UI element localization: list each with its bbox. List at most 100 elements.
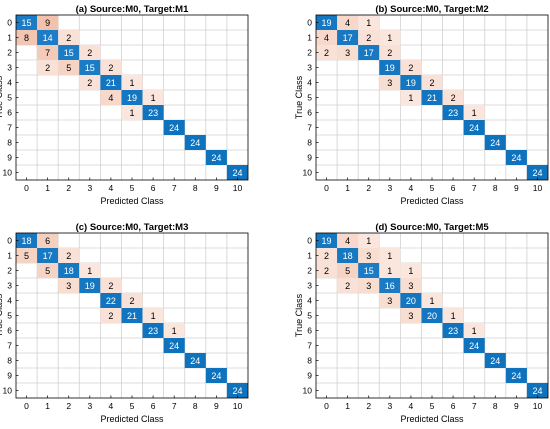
- y-tick-label: 3: [307, 63, 312, 73]
- cell-value-label: 2: [324, 251, 329, 261]
- y-tick-label: 8: [7, 356, 12, 366]
- y-axis-label: True Class: [0, 293, 4, 337]
- y-tick-label: 10: [303, 386, 313, 396]
- cell-value-label: 16: [385, 281, 395, 291]
- cell-value-label: 8: [24, 33, 29, 43]
- y-tick-label: 6: [7, 326, 12, 336]
- matrix-cell: [37, 248, 59, 263]
- cell-value-label: 1: [472, 108, 477, 118]
- y-tick-label: 9: [307, 153, 312, 163]
- matrix-cell: [337, 278, 359, 293]
- cell-value-label: 19: [322, 18, 332, 28]
- matrix-cell: [358, 248, 380, 263]
- x-tick-label: 7: [472, 183, 477, 193]
- matrix-cell: [79, 75, 101, 90]
- confusion-matrix-panel-0: 15 98 14 27 15 22 5 15 22 21 14 19 11 232424242400112…: [0, 4, 249, 206]
- cell-value-label: 18: [343, 251, 353, 261]
- matrix-cell: [100, 293, 122, 308]
- y-tick-label: 1: [7, 251, 12, 261]
- cell-value-label: 4: [324, 33, 329, 43]
- matrix-cell: [358, 278, 380, 293]
- cell-value-label: 5: [66, 63, 71, 73]
- y-tick-label: 2: [307, 266, 312, 276]
- x-tick-label: 6: [451, 401, 456, 411]
- cell-value-label: 21: [427, 93, 437, 103]
- cell-value-label: 18: [64, 266, 74, 276]
- x-tick-label: 3: [387, 183, 392, 193]
- matrix-cell: [184, 135, 206, 150]
- x-tick-label: 0: [24, 401, 29, 411]
- cell-value-label: 2: [87, 48, 92, 58]
- matrix-cell: [379, 263, 401, 278]
- cell-value-label: 4: [345, 236, 350, 246]
- cell-value-label: 17: [343, 33, 353, 43]
- matrix-cell: [58, 60, 80, 75]
- matrix-cell: [505, 368, 527, 383]
- x-axis-label: Predicted Class: [400, 414, 464, 424]
- x-tick-label: 6: [151, 401, 156, 411]
- cell-value-label: 6: [45, 236, 50, 246]
- x-tick-label: 9: [214, 183, 219, 193]
- matrix-cell: [16, 15, 38, 30]
- matrix-cell: [100, 278, 122, 293]
- cell-value-label: 17: [364, 48, 374, 58]
- cell-value-label: 3: [66, 281, 71, 291]
- x-tick-label: 7: [172, 401, 177, 411]
- matrix-cell: [226, 383, 248, 398]
- cell-value-label: 14: [43, 33, 53, 43]
- matrix-cell: [463, 338, 485, 353]
- cell-value-label: 20: [427, 311, 437, 321]
- cell-value-label: 5: [24, 251, 29, 261]
- x-tick-label: 2: [66, 183, 71, 193]
- cell-value-label: 17: [43, 251, 53, 261]
- cell-value-label: 23: [448, 326, 458, 336]
- cell-value-label: 19: [127, 93, 137, 103]
- y-axis-label: True Class: [294, 75, 304, 119]
- cell-value-label: 1: [408, 93, 413, 103]
- matrix-cell: [121, 293, 143, 308]
- matrix-cell: [226, 165, 248, 180]
- matrix-cell: [358, 45, 380, 60]
- cell-value-label: 2: [45, 63, 50, 73]
- x-axis-label: Predicted Class: [100, 196, 164, 206]
- x-tick-label: 0: [324, 401, 329, 411]
- matrix-cell: [358, 263, 380, 278]
- matrix-cell: [421, 293, 443, 308]
- cell-value-label: 24: [469, 341, 479, 351]
- matrix-cell: [379, 30, 401, 45]
- cell-value-label: 2: [324, 266, 329, 276]
- matrix-cell: [163, 323, 185, 338]
- matrix-cell: [379, 60, 401, 75]
- cell-value-label: 3: [408, 281, 413, 291]
- matrix-cell: [163, 338, 185, 353]
- cell-value-label: 23: [448, 108, 458, 118]
- x-tick-label: 8: [193, 401, 198, 411]
- matrix-cell: [37, 263, 59, 278]
- cell-value-label: 15: [22, 18, 32, 28]
- y-tick-label: 0: [307, 18, 312, 28]
- cell-value-label: 19: [85, 281, 95, 291]
- y-tick-label: 8: [7, 138, 12, 148]
- x-tick-label: 8: [193, 183, 198, 193]
- cell-value-label: 19: [385, 63, 395, 73]
- matrix-cell: [337, 263, 359, 278]
- x-tick-label: 8: [493, 183, 498, 193]
- cell-value-label: 2: [387, 48, 392, 58]
- matrix-cell: [16, 30, 38, 45]
- cell-value-label: 1: [151, 311, 156, 321]
- x-tick-label: 1: [345, 401, 350, 411]
- confusion-matrix-panel-2: 18 65 17 25 18 13 19 222 22 21 123 1242424240011223…: [0, 222, 249, 424]
- cell-value-label: 24: [511, 153, 521, 163]
- cell-value-label: 4: [108, 93, 113, 103]
- matrix-cell: [358, 30, 380, 45]
- y-tick-label: 5: [307, 311, 312, 321]
- x-tick-label: 5: [430, 183, 435, 193]
- y-tick-label: 0: [7, 236, 12, 246]
- matrix-cell: [163, 120, 185, 135]
- x-tick-label: 0: [24, 183, 29, 193]
- matrix-cell: [526, 165, 548, 180]
- matrix-cell: [337, 233, 359, 248]
- cell-value-label: 15: [364, 266, 374, 276]
- matrix-cell: [442, 323, 464, 338]
